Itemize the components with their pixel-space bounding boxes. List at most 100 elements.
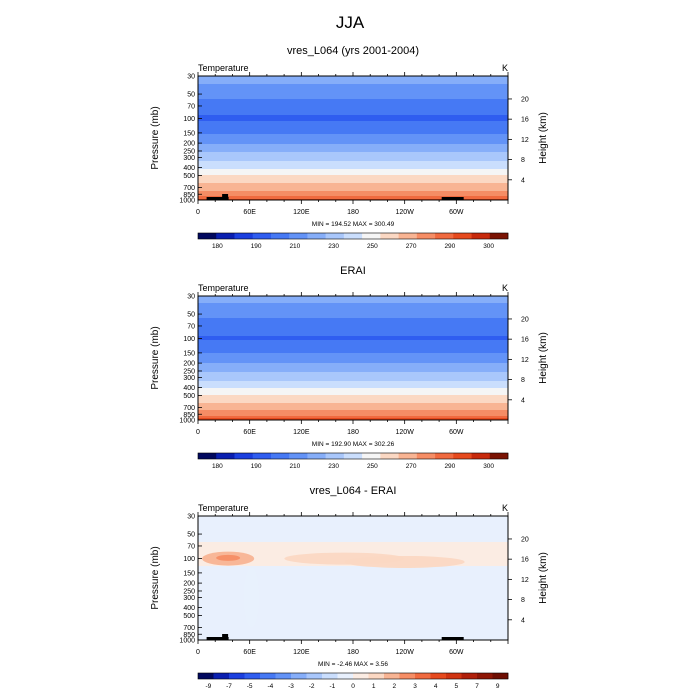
- field-band: [198, 535, 508, 537]
- field-band: [198, 604, 508, 606]
- field-band: [198, 77, 508, 79]
- field-band: [198, 309, 508, 311]
- field-band: [198, 332, 508, 334]
- pressure-tick-label: 1000: [179, 198, 195, 205]
- field-band: [198, 306, 508, 308]
- field-band: [198, 181, 508, 183]
- field-band: [198, 160, 508, 162]
- field-band: [198, 622, 508, 624]
- field-band: [198, 397, 508, 399]
- field-band: [198, 159, 508, 161]
- colorbar-swatch: [252, 453, 272, 459]
- field-band: [198, 111, 508, 113]
- colorbar: -9 -7 -5 -4 -3 -2 -1 0 1 2 3 4 5 7 9: [197, 672, 509, 690]
- field-band: [198, 170, 508, 172]
- field-band: [198, 142, 508, 144]
- pressure-tick-label: 70: [187, 323, 195, 330]
- pressure-tick-label: 700: [183, 405, 195, 412]
- field-band: [198, 327, 508, 329]
- field-band: [198, 95, 508, 97]
- field-band: [198, 342, 508, 344]
- pressure-tick-label: 100: [183, 336, 195, 343]
- field-band: [198, 381, 508, 383]
- field-band: [198, 173, 508, 175]
- field-band: [198, 357, 508, 359]
- field-band: [198, 398, 508, 400]
- field-band: [198, 600, 508, 602]
- anomaly-region: [243, 567, 260, 628]
- lon-tick-label: 120E: [293, 649, 310, 656]
- field-band: [198, 603, 508, 605]
- field-band: [198, 193, 508, 195]
- field-band: [198, 319, 508, 321]
- colorbar-swatch: [489, 233, 509, 239]
- field-band: [198, 161, 508, 163]
- field-band: [198, 415, 508, 417]
- field-band: [198, 358, 508, 360]
- field-band: [198, 538, 508, 540]
- field-band: [198, 386, 508, 388]
- colorbar-swatch: [216, 453, 235, 459]
- y-axis-right-title: Height (km): [538, 112, 549, 164]
- field-band: [198, 578, 508, 580]
- pressure-tick-label: 400: [183, 605, 195, 612]
- field-band: [198, 191, 508, 193]
- field-band: [198, 347, 508, 349]
- colorbar-swatch: [234, 453, 254, 459]
- field-band: [198, 349, 508, 351]
- field-band: [198, 369, 508, 371]
- field-band: [198, 336, 508, 338]
- height-tick-label: 16: [521, 117, 529, 124]
- colorbar-swatch: [234, 233, 254, 239]
- colorbar-swatch: [435, 233, 454, 239]
- field-band: [198, 80, 508, 82]
- field-band: [198, 119, 508, 121]
- lon-tick-label: 120W: [396, 429, 415, 436]
- field-band: [198, 129, 508, 131]
- field-band: [198, 610, 508, 612]
- lon-tick-label: 60W: [449, 649, 464, 656]
- field-band: [198, 571, 508, 573]
- field-band: [198, 298, 508, 300]
- field-band: [198, 523, 508, 525]
- field-band: [198, 138, 508, 140]
- lon-tick-label: 120E: [293, 209, 310, 216]
- field-band: [198, 83, 508, 85]
- field-band: [198, 165, 508, 167]
- pressure-tick-label: 850: [183, 632, 195, 639]
- field-band: [198, 130, 508, 132]
- field-band: [198, 98, 508, 100]
- plot-area: 3050701001502002503004005007008501000481…: [150, 72, 549, 216]
- field-band: [198, 127, 508, 129]
- field-band: [198, 525, 508, 527]
- pressure-tick-label: 500: [183, 173, 195, 180]
- colorbar: 180 190 210 230 250 270 290 300: [197, 232, 509, 250]
- field-band: [198, 120, 508, 122]
- field-band: [198, 405, 508, 407]
- field-band: [198, 323, 508, 325]
- field-band: [198, 89, 508, 91]
- pressure-tick-label: 300: [183, 375, 195, 382]
- y-axis-title: Pressure (mb): [150, 546, 161, 609]
- field-band: [198, 171, 508, 173]
- field-band: [198, 359, 508, 361]
- field-band: [198, 82, 508, 84]
- field-band: [198, 337, 508, 339]
- field-band: [198, 182, 508, 184]
- lon-tick-label: 0: [196, 429, 200, 436]
- colorbar-label: 230: [328, 243, 339, 250]
- height-tick-label: 16: [521, 557, 529, 564]
- colorbar-swatch: [252, 233, 272, 239]
- lon-tick-label: 120W: [396, 209, 415, 216]
- field-band: [198, 378, 508, 380]
- field-band: [198, 140, 508, 142]
- field-band: [198, 187, 508, 189]
- field-band: [198, 382, 508, 384]
- field-band: [198, 192, 508, 194]
- field-band: [198, 587, 508, 589]
- field-band: [198, 338, 508, 340]
- field-band: [198, 606, 508, 608]
- field-band: [198, 153, 508, 155]
- field-band: [198, 297, 508, 299]
- colorbar-swatch: [362, 233, 381, 239]
